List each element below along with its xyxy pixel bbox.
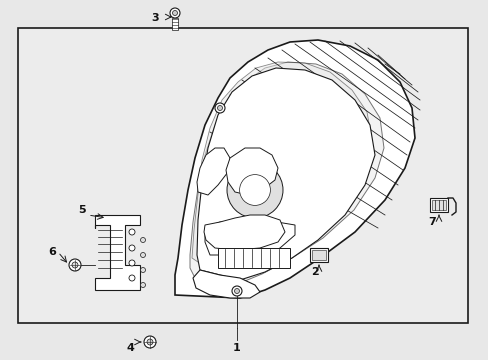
Circle shape bbox=[217, 105, 222, 111]
Circle shape bbox=[69, 259, 81, 271]
Text: 7: 7 bbox=[427, 217, 435, 227]
Bar bbox=[431, 200, 445, 210]
Circle shape bbox=[143, 336, 156, 348]
Circle shape bbox=[140, 252, 145, 257]
Circle shape bbox=[147, 339, 153, 345]
Polygon shape bbox=[225, 148, 278, 195]
Circle shape bbox=[72, 262, 78, 268]
Circle shape bbox=[234, 288, 239, 293]
Text: 2: 2 bbox=[310, 267, 318, 277]
Bar bbox=[429, 198, 447, 212]
Circle shape bbox=[140, 283, 145, 288]
Circle shape bbox=[226, 162, 283, 218]
Circle shape bbox=[231, 286, 242, 296]
Circle shape bbox=[129, 275, 135, 281]
Circle shape bbox=[170, 8, 180, 18]
Text: 5: 5 bbox=[78, 205, 85, 215]
Circle shape bbox=[129, 229, 135, 235]
Bar bbox=[172, 18, 178, 30]
Polygon shape bbox=[197, 68, 374, 280]
Polygon shape bbox=[193, 270, 260, 298]
Polygon shape bbox=[203, 215, 285, 250]
Circle shape bbox=[215, 103, 224, 113]
Text: 4: 4 bbox=[126, 343, 134, 353]
Circle shape bbox=[172, 10, 177, 15]
Text: 6: 6 bbox=[48, 247, 56, 257]
Circle shape bbox=[129, 260, 135, 266]
Circle shape bbox=[140, 238, 145, 243]
Polygon shape bbox=[197, 148, 229, 195]
Text: 3: 3 bbox=[151, 13, 159, 23]
Polygon shape bbox=[95, 215, 140, 290]
Circle shape bbox=[129, 245, 135, 251]
Polygon shape bbox=[192, 62, 371, 272]
Polygon shape bbox=[190, 62, 383, 283]
Bar bbox=[309, 248, 327, 262]
Text: 1: 1 bbox=[233, 343, 241, 353]
Circle shape bbox=[140, 267, 145, 273]
Bar bbox=[311, 250, 325, 260]
Circle shape bbox=[239, 175, 270, 206]
Polygon shape bbox=[204, 220, 294, 255]
Bar bbox=[18, 28, 467, 323]
Bar bbox=[218, 248, 289, 268]
Polygon shape bbox=[175, 40, 414, 298]
